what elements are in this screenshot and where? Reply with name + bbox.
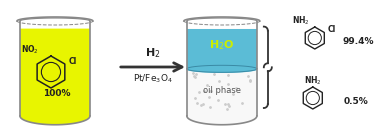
Text: H$_2$: H$_2$ <box>145 46 161 60</box>
Text: NO$_2$: NO$_2$ <box>21 44 39 56</box>
Text: NH$_2$: NH$_2$ <box>292 15 310 27</box>
Polygon shape <box>20 29 90 125</box>
Text: oil phase: oil phase <box>203 86 241 95</box>
Text: Pt/Fe$_3$O$_4$: Pt/Fe$_3$O$_4$ <box>133 73 173 85</box>
Bar <box>187 29 257 69</box>
Text: 100%: 100% <box>43 90 71 98</box>
Text: NH$_2$: NH$_2$ <box>304 75 322 87</box>
Text: Cl: Cl <box>328 25 336 34</box>
Text: Cl: Cl <box>69 57 77 66</box>
Polygon shape <box>187 29 257 125</box>
Text: 99.4%: 99.4% <box>342 36 373 46</box>
Polygon shape <box>187 65 257 72</box>
Text: H$_2$O: H$_2$O <box>209 38 235 52</box>
Text: 0.5%: 0.5% <box>343 96 368 105</box>
